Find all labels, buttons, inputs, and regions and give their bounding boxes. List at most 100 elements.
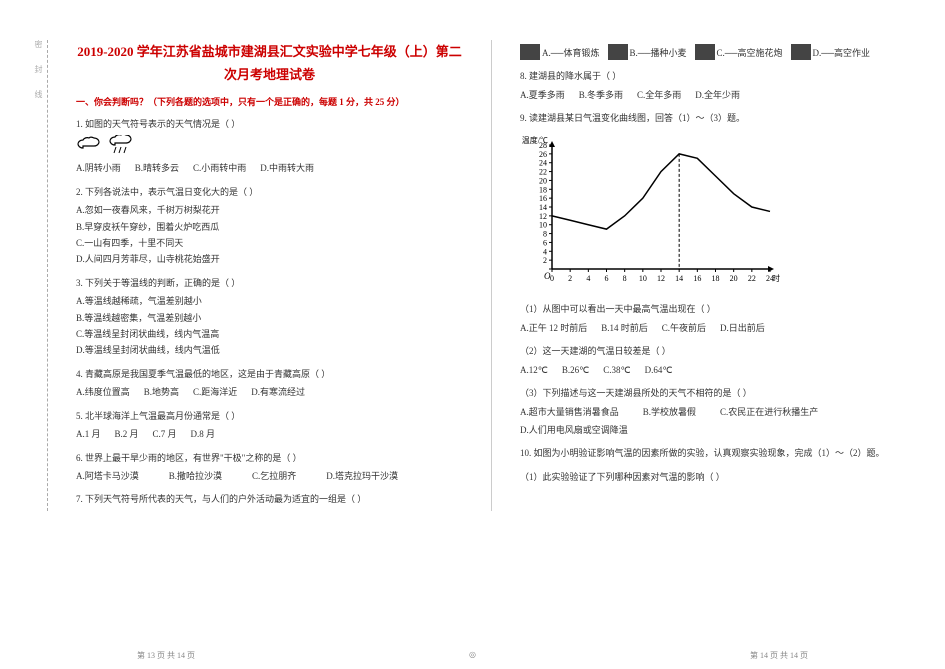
q1-symbols <box>76 135 463 155</box>
opt-d: D.人间四月芳菲尽，山寺桃花始盛开 <box>76 252 463 266</box>
exam-title: 2019-2020 学年江苏省盐城市建湖县汇文实验中学七年级（上）第二次月考地理… <box>76 40 463 87</box>
q7-stem: 7. 下列天气符号所代表的天气，与人们的户外活动最为适宜的一组是（ ） <box>76 493 463 507</box>
q9-3-opts: A.超市大量销售消暑食品 B.学校放暑假 C.农民正在进行秋播生产 D.人们用电… <box>520 405 907 438</box>
opt-c: C.小雨转中雨 <box>193 161 246 175</box>
footer-right-pagenum: 第 14 页 共 14 页 <box>750 650 808 661</box>
opt-a: A.1 月 <box>76 427 101 441</box>
opt-b: B.冬季多雨 <box>579 88 623 102</box>
opt-b: B.撒哈拉沙漠 <box>169 469 222 483</box>
opt-c: C.全年多雨 <box>637 88 681 102</box>
right-page: A.──体育锻炼 B.──播种小麦 C.──高空施花炮 D.──高空作业 8. … <box>512 40 915 511</box>
svg-text:4: 4 <box>543 248 547 257</box>
svg-text:12: 12 <box>539 212 547 221</box>
storm-icon <box>520 44 540 60</box>
svg-text:O: O <box>544 271 551 281</box>
q3-opts: A.等温线越稀疏，气温差别越小 B.等温线越密集，气温差别越小 C.等温线呈封闭… <box>76 294 463 358</box>
opt-a: A.阴转小雨 <box>76 161 121 175</box>
opt-c: C.等温线呈封闭状曲线，线内气温高 <box>76 327 463 341</box>
opt-c: C.距海洋近 <box>193 385 237 399</box>
q5-opts: A.1 月 B.2 月 C.7 月 D.8 月 <box>76 427 463 441</box>
opt-a: A.等温线越稀疏，气温差别越小 <box>76 294 463 308</box>
svg-text:10: 10 <box>639 274 647 283</box>
q1-stem: 1. 如图的天气符号表示的天气情况是（ ） <box>76 118 463 132</box>
center-divider <box>491 40 492 511</box>
wicon-d: D.──高空作业 <box>791 44 871 60</box>
svg-text:16: 16 <box>693 274 701 283</box>
opt-a: A.12℃ <box>520 363 548 377</box>
rain-icon <box>108 135 136 155</box>
opt-d: D.人们用电风扇或空调降温 <box>520 423 628 437</box>
opt-a: A.阿塔卡马沙漠 <box>76 469 139 483</box>
opt-d: D.8 月 <box>191 427 216 441</box>
svg-text:22: 22 <box>748 274 756 283</box>
svg-text:4: 4 <box>586 274 590 283</box>
svg-text:12: 12 <box>657 274 665 283</box>
q9-3-stem: （3）下列描述与这一天建湖县所处的天气不相符的是（ ） <box>520 387 907 401</box>
svg-text:0: 0 <box>550 274 554 283</box>
wicon-a: A.──体育锻炼 <box>520 44 600 60</box>
chart-svg: 2468101214161820222426280246810121416182… <box>520 131 780 291</box>
q10-1-stem: （1）此实验验证了下列哪种因素对气温的影响（ ） <box>520 471 907 485</box>
page-spread: 密 封 线 2019-2020 学年江苏省盐城市建湖县汇文实验中学七年级（上）第… <box>0 0 945 541</box>
opt-b: B.14 时前后 <box>601 321 648 335</box>
fog-icon <box>695 44 715 60</box>
svg-text:16: 16 <box>539 195 547 204</box>
opt-c: C.7 月 <box>153 427 177 441</box>
left-page: 2019-2020 学年江苏省盐城市建湖县汇文实验中学七年级（上）第二次月考地理… <box>68 40 471 511</box>
q8-opts: A.夏季多雨 B.冬季多雨 C.全年多雨 D.全年少雨 <box>520 88 907 102</box>
svg-text:14: 14 <box>539 203 547 212</box>
opt-b: B.26℃ <box>562 363 589 377</box>
opt-b: B.晴转多云 <box>135 161 179 175</box>
svg-text:20: 20 <box>539 177 547 186</box>
svg-text:8: 8 <box>623 274 627 283</box>
opt-d: D.64℃ <box>645 363 673 377</box>
opt-b: B.2 月 <box>115 427 139 441</box>
svg-text:18: 18 <box>712 274 720 283</box>
opt-a: A.夏季多雨 <box>520 88 565 102</box>
svg-text:8: 8 <box>543 230 547 239</box>
q9-2-stem: （2）这一天建湖的气温日较差是（ ） <box>520 345 907 359</box>
opt-a: A.正午 12 时前后 <box>520 321 587 335</box>
q10-stem: 10. 如图为小明验证影响气温的因素所做的实验，认真观察实验现象，完成（1）～（… <box>520 447 907 461</box>
svg-text:温度/℃: 温度/℃ <box>522 135 548 145</box>
wicon-c: C.──高空施花炮 <box>695 44 783 60</box>
q3-stem: 3. 下列关于等温线的判断，正确的是（ ） <box>76 277 463 291</box>
opt-c: C.农民正在进行秋播生产 <box>720 405 818 419</box>
opt-c: C.一山有四季，十里不同天 <box>76 236 463 250</box>
q7-icons: A.──体育锻炼 B.──播种小麦 C.──高空施花炮 D.──高空作业 <box>520 44 907 60</box>
q6-stem: 6. 世界上最干旱少雨的地区，有世界"干极"之称的是（ ） <box>76 452 463 466</box>
opt-b: B.早穿皮袄午穿纱，围着火炉吃西瓜 <box>76 220 463 234</box>
q8-stem: 8. 建湖县的降水属于（ ） <box>520 70 907 84</box>
opt-a: A.纬度位置高 <box>76 385 130 399</box>
svg-text:10: 10 <box>539 221 547 230</box>
binding-text: 密 封 线 <box>33 40 44 511</box>
opt-d: D.中雨转大雨 <box>260 161 314 175</box>
opt-d: D.塔克拉玛干沙漠 <box>326 469 398 483</box>
svg-text:2: 2 <box>568 274 572 283</box>
q5-stem: 5. 北半球海洋上气温最高月份通常是（ ） <box>76 410 463 424</box>
section-1-head: 一、你会判断吗？（下列各题的选项中，只有一个是正确的，每题 1 分，共 25 分… <box>76 95 463 108</box>
q4-stem: 4. 青藏高原是我国夏季气温最低的地区，这是由于青藏高原（ ） <box>76 368 463 382</box>
svg-text:6: 6 <box>543 239 547 248</box>
opt-b: B.学校放暑假 <box>643 405 696 419</box>
opt-a: A.忽如一夜春风来，千树万树梨花开 <box>76 203 463 217</box>
opt-c: C.乞拉朋齐 <box>252 469 296 483</box>
page-footer: 第 13 页 共 14 页 ◎ 第 14 页 共 14 页 <box>0 650 945 661</box>
q2-stem: 2. 下列各说法中，表示气温日变化大的是（ ） <box>76 186 463 200</box>
svg-text:26: 26 <box>539 150 547 159</box>
q6-opts: A.阿塔卡马沙漠 B.撒哈拉沙漠 C.乞拉朋齐 D.塔克拉玛干沙漠 <box>76 469 463 483</box>
footer-center-mark: ◎ <box>469 650 476 661</box>
binding-margin: 密 封 线 <box>30 40 48 511</box>
q1-opts: A.阴转小雨 B.晴转多云 C.小雨转中雨 D.中雨转大雨 <box>76 161 463 175</box>
q4-opts: A.纬度位置高 B.地势高 C.距海洋近 D.有寒流经过 <box>76 385 463 399</box>
svg-text:时/时: 时/时 <box>772 273 780 283</box>
lightning-icon <box>791 44 811 60</box>
svg-text:2: 2 <box>543 257 547 266</box>
opt-a: A.超市大量销售消暑食品 <box>520 405 619 419</box>
svg-text:6: 6 <box>605 274 609 283</box>
q9-2-opts: A.12℃ B.26℃ C.38℃ D.64℃ <box>520 363 907 377</box>
svg-text:22: 22 <box>539 168 547 177</box>
footer-left-pagenum: 第 13 页 共 14 页 <box>137 650 195 661</box>
svg-text:18: 18 <box>539 186 547 195</box>
opt-b: B.地势高 <box>144 385 179 399</box>
